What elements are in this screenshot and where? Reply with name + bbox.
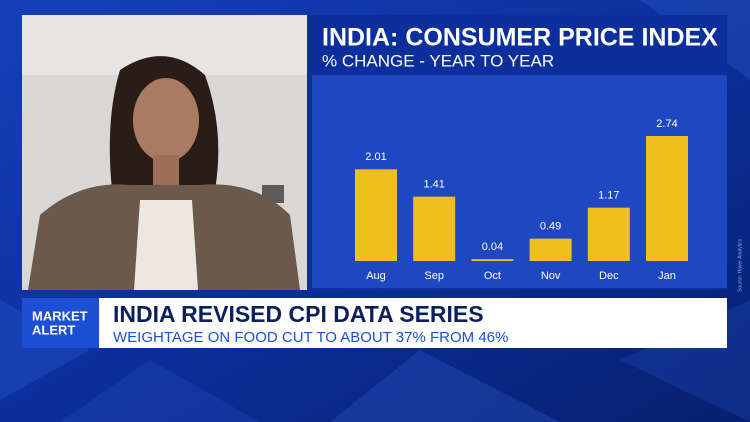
x-tick-label: Sep — [424, 270, 444, 282]
x-tick-label: Jan — [658, 270, 676, 282]
bar — [529, 238, 572, 261]
subline: WEIGHTAGE ON FOOD CUT TO ABOUT 37% FROM … — [113, 329, 508, 346]
value-label: 1.41 — [423, 179, 444, 191]
x-tick-label: Nov — [541, 270, 561, 282]
tag-text: ALERT — [32, 322, 75, 337]
value-label: 0.49 — [540, 221, 561, 233]
value-label: 2.01 — [365, 151, 386, 163]
video-feed — [22, 15, 307, 291]
value-label: 1.17 — [598, 190, 619, 202]
source-note: Source: Haver Analytics — [737, 238, 743, 292]
tag-text: MARKET — [32, 308, 88, 323]
value-label: 2.74 — [656, 118, 677, 130]
bar — [471, 259, 514, 261]
chart-subtitle: % CHANGE - YEAR TO YEAR — [322, 51, 554, 70]
lower-third — [22, 298, 727, 348]
headline: INDIA REVISED CPI DATA SERIES — [113, 301, 484, 327]
bar — [413, 196, 456, 261]
x-tick-label: Oct — [484, 270, 501, 282]
bar — [587, 207, 630, 261]
value-label: 0.04 — [482, 241, 503, 253]
bar — [355, 169, 397, 261]
bar — [646, 136, 688, 261]
chart-title: INDIA: CONSUMER PRICE INDEX — [322, 24, 718, 52]
tag-box — [22, 298, 99, 348]
x-tick-label: Dec — [599, 270, 619, 282]
x-tick-label: Aug — [366, 270, 386, 282]
